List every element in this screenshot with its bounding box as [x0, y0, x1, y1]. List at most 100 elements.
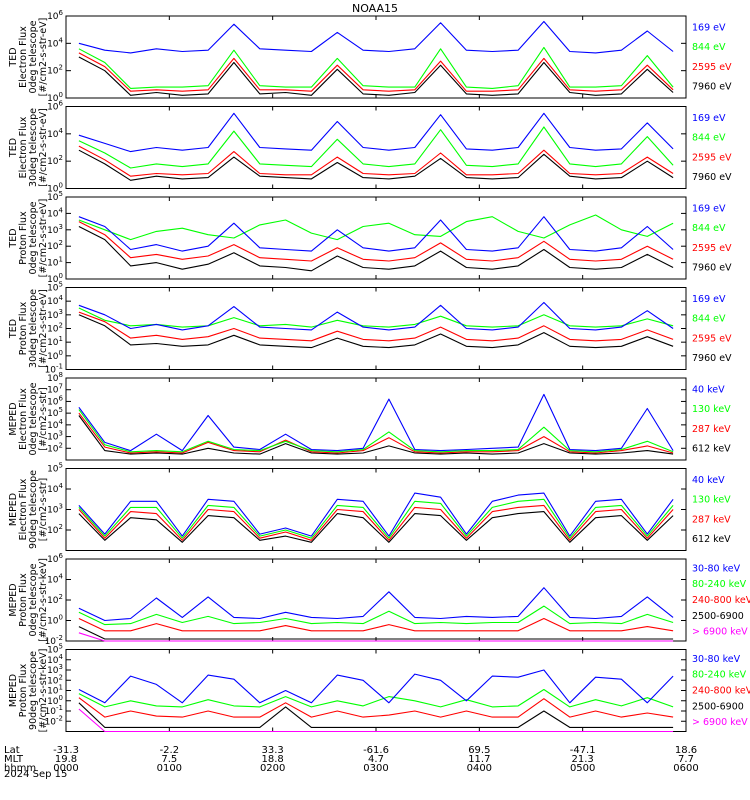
y-tick-label: 100: [47, 272, 63, 285]
y-tick-label: 104: [47, 36, 63, 49]
panel-frame: [65, 649, 687, 732]
axis-row-value: 18.8: [262, 754, 284, 765]
legend-label: 40 keV: [692, 475, 725, 486]
series-line-3: [78, 498, 674, 539]
legend-label: 7960 eV: [692, 353, 732, 364]
figure-title: NOAA15: [352, 2, 398, 15]
y-tick-label: 102: [47, 523, 63, 536]
legend-label: 612 keV: [692, 534, 731, 545]
date-label: 2024 Sep 15: [4, 769, 67, 780]
y-tick-label: 104: [47, 482, 63, 495]
legend-label: > 6900 keV: [692, 717, 748, 728]
axis-row-name: Lat: [4, 745, 20, 756]
legend-label: 612 keV: [692, 443, 731, 454]
panel-frame: [65, 377, 687, 461]
legend-label: 169 eV: [692, 294, 726, 305]
axis-row-value: 0600: [673, 763, 698, 774]
y-axis-label: TEDProton Flux30deg telescope[#/cm2-s-st…: [8, 289, 49, 368]
y-tick-label: 101: [47, 256, 63, 269]
y-tick-label: 103: [47, 503, 63, 516]
axis-row-value: 4.7: [368, 754, 384, 765]
legend-label: 2500-6900: [692, 611, 744, 622]
axis-row-name: hhmm: [4, 763, 36, 774]
series-line-3: [78, 697, 674, 718]
series-line-1: [78, 56, 674, 96]
y-tick-label: 105: [47, 406, 63, 419]
y-axis-label: MEPEDElectron Flux90deg telescope[#/cm2-…: [8, 470, 49, 549]
legend-label: 30-80 keV: [692, 563, 741, 574]
legend-label: 130 keV: [692, 495, 731, 506]
y-tick-label: 106: [47, 9, 63, 22]
axis-row-value: 33.3: [262, 745, 284, 756]
legend-label: 287 keV: [692, 424, 731, 435]
legend-label: 844 eV: [692, 314, 726, 325]
y-tick-label: 102: [47, 441, 63, 454]
legend-label: 2595 eV: [692, 243, 732, 254]
series-line-1: [78, 708, 674, 733]
legend-label: > 6900 keV: [692, 627, 748, 638]
y-tick-label: 106: [47, 552, 63, 565]
axis-row-value: 0400: [467, 763, 492, 774]
legend-label: 80-240 keV: [692, 670, 747, 681]
y-tick-label: 10-2: [45, 634, 63, 647]
axis-row-value: 7.7: [678, 754, 694, 765]
axis-row-value: 0200: [260, 763, 285, 774]
y-tick-label: 102: [47, 673, 63, 686]
axis-row-value: 0500: [570, 763, 595, 774]
y-tick-label: 104: [47, 418, 63, 431]
y-tick-label: 104: [47, 653, 63, 666]
legend-label: 240-800 keV: [692, 686, 750, 697]
series-line-3: [78, 617, 674, 632]
y-tick-label: 104: [47, 127, 63, 140]
y-tick-label: 100: [47, 91, 63, 104]
panel-frame: [65, 468, 687, 551]
series-line-1: [78, 226, 674, 272]
panel-frame: [65, 196, 687, 280]
legend-label: 169 eV: [692, 23, 726, 34]
legend-label: 130 keV: [692, 404, 731, 415]
series-line-5: [78, 669, 674, 704]
y-tick-label: 102: [47, 154, 63, 167]
legend-label: 2595 eV: [692, 152, 732, 163]
y-tick-label: 103: [47, 308, 63, 321]
series-line-2: [78, 702, 674, 728]
series-line-5: [78, 587, 674, 622]
y-tick-label: 105: [47, 462, 63, 475]
series-line-2: [78, 311, 674, 342]
y-axis-label: TEDProton Flux0deg telescope[#/cm2-s-str…: [8, 199, 49, 278]
legend-label: 169 eV: [692, 113, 726, 124]
axis-row-value: 11.7: [468, 754, 490, 765]
legend-label: 80-240 keV: [692, 579, 747, 590]
y-tick-label: 108: [47, 371, 63, 384]
legend-label: 240-800 keV: [692, 595, 750, 606]
series-line-2: [78, 412, 674, 454]
y-tick-label: 10-2: [45, 714, 63, 727]
axis-row-value: -31.3: [53, 745, 79, 756]
y-tick-label: 102: [47, 64, 63, 77]
series-line-1: [78, 149, 674, 181]
series-line-2: [78, 221, 674, 262]
axis-row-value: 0100: [157, 763, 182, 774]
axis-row-value: -47.1: [570, 745, 596, 756]
y-tick-label: 102: [47, 322, 63, 335]
legend-label: 40 keV: [692, 385, 725, 396]
y-tick-label: 104: [47, 573, 63, 586]
y-tick-label: 104: [47, 294, 63, 307]
series-line-1: [78, 511, 674, 543]
axis-row-value: 0000: [53, 763, 78, 774]
series-line-1: [78, 632, 674, 642]
y-tick-label: 106: [47, 100, 63, 113]
series-line-3: [78, 214, 674, 241]
series-line-3: [78, 126, 674, 169]
axis-row-value: 18.6: [675, 745, 697, 756]
legend-label: 30-80 keV: [692, 654, 741, 665]
y-tick-label: 103: [47, 223, 63, 236]
y-tick-label: 106: [47, 394, 63, 407]
